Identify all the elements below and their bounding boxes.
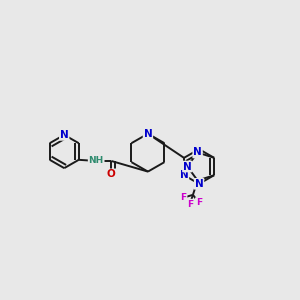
Text: N: N [144, 129, 152, 139]
Text: F: F [181, 193, 187, 202]
Text: N: N [180, 170, 188, 180]
Text: F: F [187, 200, 193, 208]
Text: NH: NH [88, 157, 104, 166]
Text: N: N [193, 148, 202, 158]
Text: N: N [183, 161, 192, 172]
Text: O: O [107, 169, 116, 179]
Text: N: N [60, 130, 69, 140]
Text: F: F [196, 198, 202, 207]
Text: N: N [195, 179, 203, 189]
